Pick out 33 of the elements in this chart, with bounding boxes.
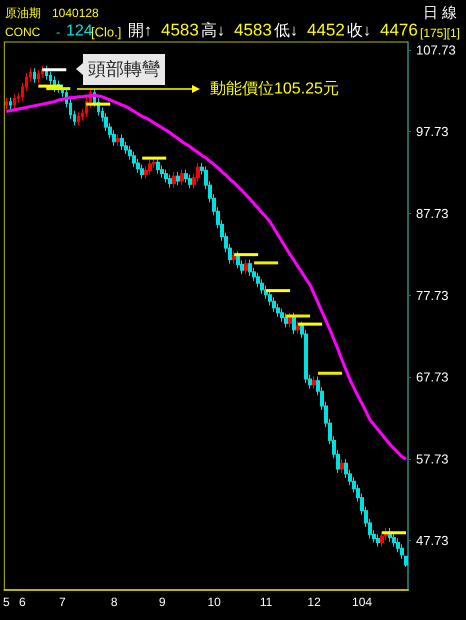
text: 低↓ — [274, 22, 298, 40]
x-tick-label: 11 — [260, 595, 273, 609]
text: 開↑ — [128, 22, 152, 40]
x-tick-label: 9 — [158, 595, 166, 609]
text: 收↓ — [347, 22, 371, 40]
y-tick-label: 67.73 — [416, 370, 449, 385]
text: 4452 — [307, 20, 345, 40]
y-tick-label: 77.73 — [416, 288, 449, 303]
x-tick-label: 5 — [2, 595, 10, 609]
y-tick-label: 57.73 — [416, 451, 449, 466]
text: 4583 — [234, 20, 272, 40]
y-tick-label: 47.73 — [416, 533, 449, 548]
text: 4476 — [380, 20, 418, 40]
text: - — [56, 24, 60, 40]
y-tick-label: 87.73 — [416, 206, 449, 222]
text: [175][1] — [420, 26, 460, 40]
chart-title: 原油期 — [5, 6, 41, 20]
text: [Clo.] — [91, 24, 122, 40]
x-tick-label: 104 — [352, 595, 372, 609]
y-tick-label: 107.73 — [416, 42, 456, 58]
x-tick-label: 10 — [207, 595, 222, 609]
x-tick-label: 7 — [58, 595, 66, 609]
chart-subtitle: 1040128 — [52, 6, 100, 20]
y-tick-label: 97.73 — [416, 124, 449, 140]
text: CONC — [5, 25, 41, 39]
annotation: 動能價位105.25元 — [210, 80, 339, 98]
x-tick-label: 12 — [307, 595, 322, 609]
x-tick-label: 6 — [18, 595, 26, 609]
text: 4583 — [161, 20, 199, 40]
text: 124 — [66, 22, 93, 40]
x-tick-label: 8 — [110, 595, 118, 609]
text: 高↓ — [201, 22, 225, 40]
text: 日 線 — [422, 4, 458, 22]
